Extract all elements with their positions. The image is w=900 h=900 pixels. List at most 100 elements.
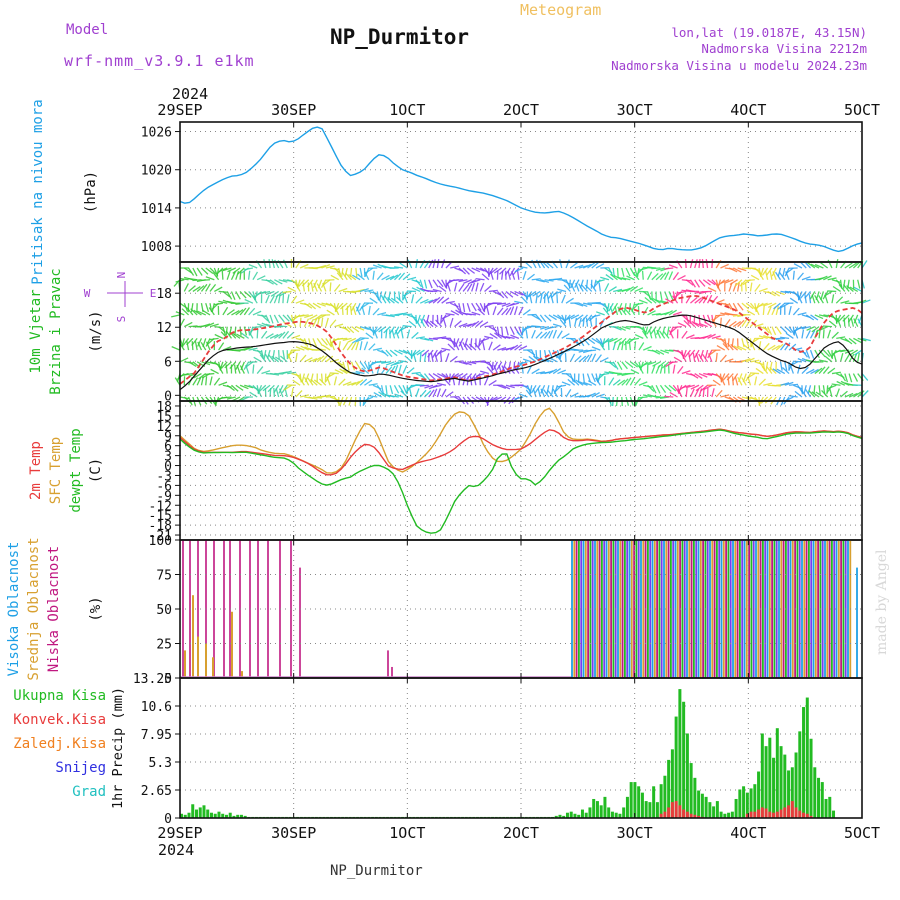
wind-barb bbox=[741, 396, 751, 400]
precip-bar bbox=[820, 782, 824, 818]
wind-barb bbox=[582, 337, 590, 346]
wind-barb bbox=[345, 272, 353, 281]
wind-barb bbox=[441, 297, 450, 304]
wind-barb bbox=[711, 388, 715, 398]
wind-barb bbox=[434, 352, 438, 363]
wind-barb bbox=[818, 349, 826, 358]
wind-barb bbox=[634, 287, 644, 293]
wind-barb bbox=[399, 262, 408, 269]
wind-barb bbox=[239, 270, 242, 280]
precip-bar bbox=[194, 809, 198, 818]
wind-barb bbox=[720, 394, 730, 398]
wind-barb bbox=[831, 331, 839, 339]
wind-barb bbox=[222, 290, 231, 298]
wind-barb bbox=[256, 275, 266, 281]
wind-barb bbox=[844, 353, 851, 363]
wind-barb bbox=[479, 370, 490, 375]
wind-barb bbox=[399, 326, 408, 332]
precip-bar bbox=[554, 815, 558, 818]
wind-barb bbox=[563, 314, 567, 324]
wind-barb bbox=[419, 389, 427, 398]
precip-bar bbox=[565, 812, 569, 818]
precip-bar bbox=[757, 771, 761, 818]
wind-barb bbox=[707, 279, 716, 286]
wind-barb bbox=[578, 302, 588, 308]
wind-barb bbox=[218, 342, 225, 351]
wind-barb bbox=[737, 376, 743, 386]
precip-bar bbox=[678, 805, 682, 818]
wind-barb bbox=[842, 279, 846, 289]
wind-barb bbox=[283, 384, 292, 391]
wind-barb bbox=[298, 377, 305, 386]
wind-barb bbox=[292, 379, 301, 386]
wind-barb bbox=[766, 267, 773, 276]
date-tick-top: 1OCT bbox=[389, 101, 425, 119]
wind-barb bbox=[194, 341, 198, 351]
wind-barb bbox=[540, 279, 550, 284]
wind-barb bbox=[565, 297, 574, 304]
wind-barb bbox=[514, 290, 524, 296]
wind-barb bbox=[788, 343, 797, 351]
wind-barb bbox=[450, 265, 460, 269]
wind-barb bbox=[647, 361, 657, 366]
wind-barb bbox=[408, 388, 413, 398]
wind-barb bbox=[411, 331, 419, 339]
wind-barb bbox=[347, 337, 357, 343]
wind-barb bbox=[394, 272, 402, 281]
wind-barb bbox=[569, 337, 579, 344]
precip-bar bbox=[809, 815, 813, 818]
wind-barb bbox=[544, 279, 554, 282]
wind-barb bbox=[685, 334, 695, 339]
wind-barb bbox=[235, 384, 244, 391]
wind-barb bbox=[698, 258, 701, 269]
wind-barb bbox=[390, 297, 400, 304]
wind-barb bbox=[435, 319, 443, 328]
wind-barb bbox=[739, 279, 747, 287]
precip-bar bbox=[592, 798, 596, 818]
wind-barb bbox=[329, 372, 339, 375]
wind-barb bbox=[459, 373, 468, 380]
wind-barb bbox=[660, 349, 670, 354]
wind-barb bbox=[355, 379, 364, 386]
wind-barb bbox=[691, 320, 700, 328]
wind-barb bbox=[439, 352, 443, 362]
wind-barb bbox=[458, 376, 461, 386]
wind-barb bbox=[666, 326, 670, 336]
wind-barb bbox=[672, 384, 680, 393]
wind-barb bbox=[551, 385, 554, 395]
precip-bar bbox=[629, 782, 633, 818]
wind-barb bbox=[393, 326, 400, 335]
wind-barb bbox=[570, 392, 579, 398]
wind-barb bbox=[788, 394, 798, 398]
wind-barb bbox=[780, 336, 790, 340]
wind-barb bbox=[651, 267, 661, 270]
wind-barb bbox=[797, 326, 807, 330]
wind-barb bbox=[497, 347, 507, 351]
wind-barb bbox=[853, 337, 862, 344]
wind-barb bbox=[616, 341, 622, 351]
wind-barb bbox=[372, 326, 378, 335]
wind-barb bbox=[342, 381, 352, 386]
wind-barb bbox=[389, 385, 394, 395]
wind-barb bbox=[801, 366, 809, 375]
wind-barb bbox=[533, 355, 541, 363]
elevation-model-label: Nadmorska Visina u modelu 2024.23m bbox=[611, 58, 867, 73]
precip-bar bbox=[652, 786, 656, 818]
wind-barb bbox=[827, 290, 837, 293]
wind-barb bbox=[415, 259, 419, 269]
wind-barb bbox=[248, 347, 258, 351]
precip-bar bbox=[775, 728, 779, 818]
year-top: 2024 bbox=[172, 85, 208, 103]
precip-bar bbox=[715, 801, 719, 818]
wind-barb bbox=[424, 299, 434, 304]
wind-barb bbox=[732, 314, 742, 317]
precip-bar bbox=[708, 802, 712, 818]
wind-barb bbox=[591, 314, 601, 318]
credit-label: made by Angel bbox=[874, 549, 890, 655]
wind-barb bbox=[823, 290, 833, 297]
wind-barb bbox=[309, 314, 318, 320]
wind-barb bbox=[621, 361, 628, 370]
wind-barb bbox=[585, 317, 589, 327]
wind-barb bbox=[552, 368, 562, 375]
wind-barb bbox=[805, 330, 811, 339]
